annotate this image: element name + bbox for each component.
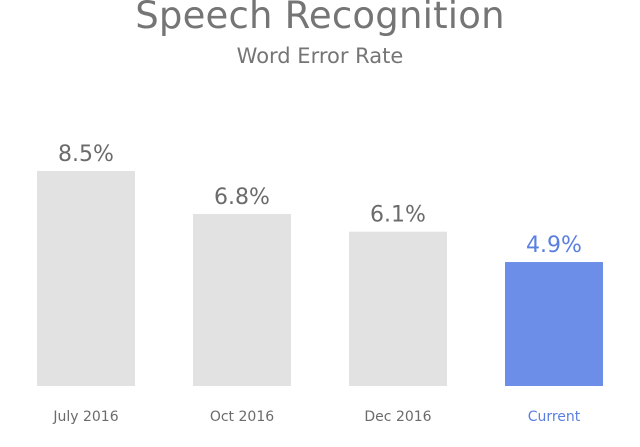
- category-label: Dec 2016: [364, 409, 431, 425]
- bar-current: [505, 262, 603, 386]
- value-label: 6.8%: [214, 185, 270, 210]
- value-label: 8.5%: [58, 142, 114, 167]
- value-label: 6.1%: [370, 203, 426, 228]
- chart-title: Speech Recognition: [135, 0, 505, 37]
- category-label: July 2016: [52, 409, 118, 425]
- category-label: Oct 2016: [210, 409, 274, 425]
- value-label: 4.9%: [526, 233, 582, 258]
- bar-oct-2016: [193, 213, 291, 386]
- bar-dec-2016: [349, 231, 447, 386]
- chart-subtitle: Word Error Rate: [236, 44, 404, 68]
- bar-july-2016: [37, 170, 135, 386]
- category-label: Current: [528, 409, 581, 425]
